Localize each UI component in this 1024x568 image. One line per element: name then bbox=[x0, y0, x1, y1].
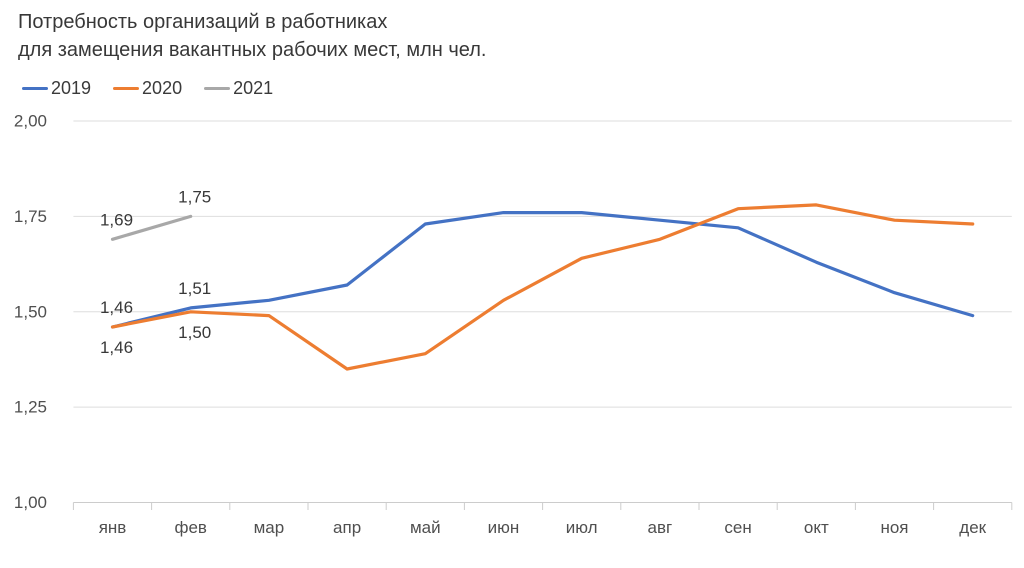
x-tick-label-авг: авг bbox=[648, 518, 673, 537]
x-tick-label-июл: июл bbox=[566, 518, 598, 537]
legend-item-2020: 2020 bbox=[113, 78, 182, 99]
y-tick-label-1,25: 1,25 bbox=[14, 398, 47, 417]
chart-title-line2: для замещения вакантных рабочих мест, мл… bbox=[18, 39, 487, 61]
y-tick-label-2,00: 2,00 bbox=[14, 112, 47, 131]
legend: 2019 2020 2021 bbox=[22, 78, 273, 99]
x-tick-label-дек: дек bbox=[959, 518, 986, 537]
chart-title-line1: Потребность организаций в работниках bbox=[18, 11, 388, 33]
legend-swatch-2019 bbox=[22, 86, 48, 91]
y-tick-label-1,50: 1,50 bbox=[14, 302, 47, 321]
x-tick-label-мар: мар bbox=[254, 518, 285, 537]
point-label-2021-янв: 1,69 bbox=[100, 210, 133, 229]
series-line-2019 bbox=[110, 211, 975, 329]
y-tick-label-1,00: 1,00 bbox=[14, 493, 47, 512]
legend-swatch-2020 bbox=[113, 86, 140, 91]
point-label-2020-янв: 1,46 bbox=[100, 338, 133, 357]
chart-title: Потребность организаций в работниках для… bbox=[18, 8, 486, 64]
legend-label-2020: 2020 bbox=[142, 78, 183, 98]
point-label-2019-янв: 1,46 bbox=[100, 298, 133, 317]
point-label-2020-фев: 1,50 bbox=[178, 323, 211, 342]
x-tick-label-янв: янв bbox=[99, 518, 127, 537]
point-label-2021-фев: 1,75 bbox=[178, 187, 211, 206]
x-tick-label-окт: окт bbox=[804, 518, 829, 537]
x-tick-label-май: май bbox=[410, 518, 441, 537]
x-tick-label-ноя: ноя bbox=[880, 518, 908, 537]
y-tick-label-1,75: 1,75 bbox=[14, 207, 47, 226]
legend-label-2019: 2019 bbox=[51, 78, 92, 98]
point-label-2019-фев: 1,51 bbox=[178, 279, 211, 298]
x-tick-label-июн: июн bbox=[488, 518, 520, 537]
x-tick-label-апр: апр bbox=[333, 518, 361, 537]
x-tick-label-сен: сен bbox=[724, 518, 751, 537]
legend-swatch-2021 bbox=[204, 86, 231, 91]
legend-label-2021: 2021 bbox=[233, 78, 274, 98]
x-tick-label-фев: фев bbox=[174, 518, 206, 537]
series-line-2021 bbox=[110, 214, 193, 241]
legend-item-2019: 2019 bbox=[22, 78, 91, 99]
legend-item-2021: 2021 bbox=[204, 78, 273, 99]
series-line-2020 bbox=[110, 203, 975, 371]
